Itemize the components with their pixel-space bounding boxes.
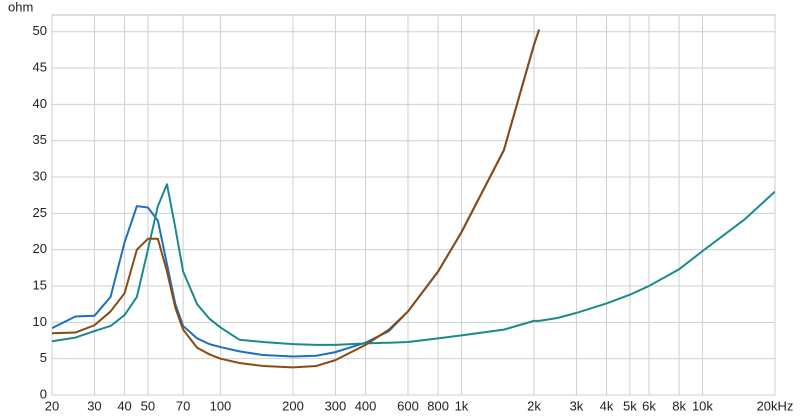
impedance-line: [52, 29, 541, 369]
x-tick-label: 2k: [527, 398, 541, 413]
x-tick-label: 30: [87, 398, 101, 413]
y-tick-label: 25: [33, 205, 47, 220]
y-tick-label: 40: [33, 96, 47, 111]
x-tick-label: 6k: [642, 398, 656, 413]
x-tick-label: 800: [427, 398, 449, 413]
plot-area: [51, 14, 776, 396]
x-tick-label: 600: [397, 398, 419, 413]
x-tick-label: 20kHz: [757, 398, 794, 413]
y-tick-label: 50: [33, 23, 47, 38]
x-tick-label: 10k: [692, 398, 713, 413]
x-tick-label: 300: [325, 398, 347, 413]
y-axis-label: ohm: [8, 0, 33, 14]
x-tick-label: 40: [117, 398, 131, 413]
x-tick-label: 8k: [672, 398, 686, 413]
y-tick-label: 0: [40, 386, 47, 401]
y-tick-label: 45: [33, 59, 47, 74]
x-tick-label: 70: [176, 398, 190, 413]
x-tick-label: 4k: [600, 398, 614, 413]
x-tick-label: 200: [282, 398, 304, 413]
x-tick-label: 5k: [623, 398, 637, 413]
y-tick-label: 35: [33, 132, 47, 147]
x-tick-label: 50: [141, 398, 155, 413]
x-tick-label: 1k: [455, 398, 469, 413]
x-tick-label: 3k: [570, 398, 584, 413]
impedance-line: [52, 183, 775, 346]
y-tick-label: 15: [33, 277, 47, 292]
x-tick-label: 400: [355, 398, 377, 413]
y-tick-label: 30: [33, 168, 47, 183]
y-tick-label: 5: [40, 350, 47, 365]
y-tick-label: 20: [33, 241, 47, 256]
x-tick-label: 100: [210, 398, 232, 413]
x-tick-label: 20: [45, 398, 59, 413]
y-tick-label: 10: [33, 314, 47, 329]
